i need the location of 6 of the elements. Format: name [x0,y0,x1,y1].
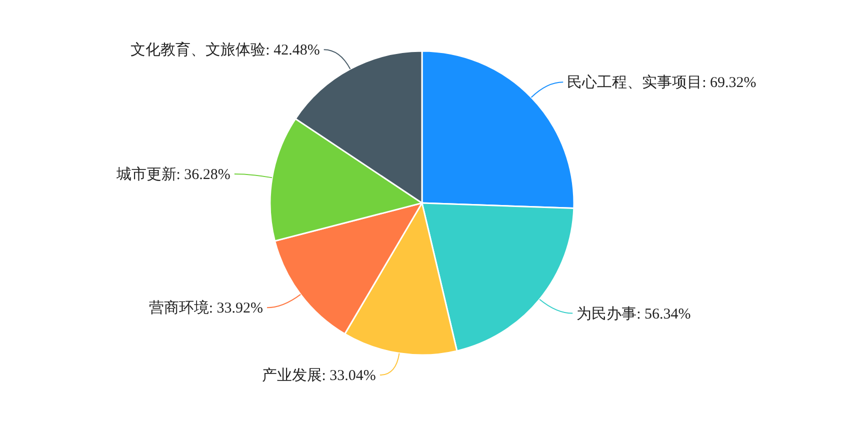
slice-label: 民心工程、实事项目: 69.32% [567,74,756,92]
slice-label: 营商环境: 33.92% [148,300,263,317]
slice-label: 文化教育、文旅体验: 42.48% [130,42,320,59]
slice-label: 产业发展: 33.04% [262,367,376,384]
slice-label: 为民办事: 56.34% [576,305,691,322]
slice-label: 城市更新: 36.28% [115,166,230,184]
